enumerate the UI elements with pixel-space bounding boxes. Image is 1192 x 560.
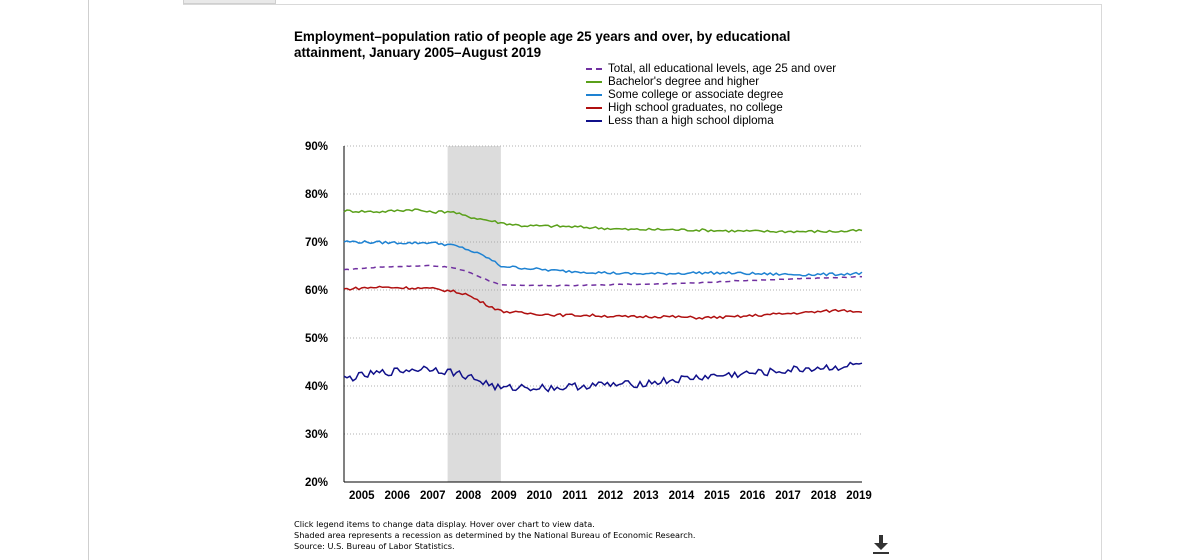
tab-stub[interactable]	[183, 0, 276, 4]
line-chart[interactable]: 90% 80% 70% 60% 50% 40% 30% 20% 2005 2006 2007 2008…	[0, 0, 1192, 515]
legend-item[interactable]: Some college or associate degree	[586, 88, 836, 101]
note-instructions: Click legend items to change data displa…	[294, 519, 595, 529]
frame-divider-right	[1101, 4, 1102, 560]
x-tick-label: 2017	[775, 490, 801, 502]
y-tick-label: 90%	[305, 141, 328, 153]
note-recession: Shaded area represents a recession as de…	[294, 530, 696, 540]
y-tick-label: 60%	[305, 285, 328, 297]
legend-swatch	[586, 67, 602, 70]
x-tick-label: 2009	[491, 490, 517, 502]
x-tick-label: 2006	[384, 490, 410, 502]
legend-label: High school graduates, no college	[608, 101, 783, 114]
legend-item[interactable]: Total, all educational levels, age 25 an…	[586, 62, 836, 75]
chart-legend: Total, all educational levels, age 25 an…	[586, 62, 836, 127]
y-tick-label: 80%	[305, 189, 328, 201]
x-tick-label: 2013	[633, 490, 659, 502]
frame-top-border	[183, 4, 1102, 5]
y-tick-label: 20%	[305, 477, 328, 489]
legend-item[interactable]: Bachelor's degree and higher	[586, 75, 836, 88]
chart-notes: Click legend items to change data displa…	[294, 519, 696, 552]
series-line	[343, 264, 863, 287]
y-tick-label: 30%	[305, 429, 328, 441]
legend-item[interactable]: Less than a high school diploma	[586, 114, 836, 127]
series-line	[343, 285, 863, 320]
x-tick-label: 2005	[349, 490, 375, 502]
chart-title: Employment–population ratio of people ag…	[294, 29, 791, 60]
x-tick-label: 2019	[846, 490, 872, 502]
series-line	[343, 361, 863, 393]
legend-label: Total, all educational levels, age 25 an…	[608, 62, 837, 75]
y-tick-label: 40%	[305, 381, 328, 393]
x-tick-label: 2014	[669, 490, 695, 502]
legend-swatch	[586, 93, 602, 96]
legend-label: Some college or associate degree	[608, 88, 784, 101]
x-tick-label: 2015	[704, 490, 730, 502]
x-tick-label: 2010	[527, 490, 553, 502]
x-tick-label: 2012	[598, 490, 624, 502]
y-tick-label: 70%	[305, 237, 328, 249]
y-tick-label: 50%	[305, 333, 328, 345]
legend-label: Less than a high school diploma	[608, 114, 774, 127]
series-line	[343, 208, 863, 234]
legend-swatch	[586, 80, 602, 83]
x-tick-label: 2016	[740, 490, 766, 502]
legend-item[interactable]: High school graduates, no college	[586, 101, 836, 114]
legend-label: Bachelor's degree and higher	[608, 75, 760, 88]
series-line	[343, 240, 863, 277]
x-tick-label: 2018	[811, 490, 837, 502]
frame-divider-left	[88, 0, 89, 560]
recession-shading	[447, 146, 501, 482]
x-tick-label: 2011	[562, 490, 588, 502]
x-tick-label: 2008	[456, 490, 482, 502]
legend-swatch	[586, 119, 602, 122]
legend-swatch	[586, 106, 602, 109]
x-tick-label: 2007	[420, 490, 446, 502]
note-source: Source: U.S. Bureau of Labor Statistics.	[294, 541, 455, 551]
download-icon[interactable]	[872, 535, 890, 555]
